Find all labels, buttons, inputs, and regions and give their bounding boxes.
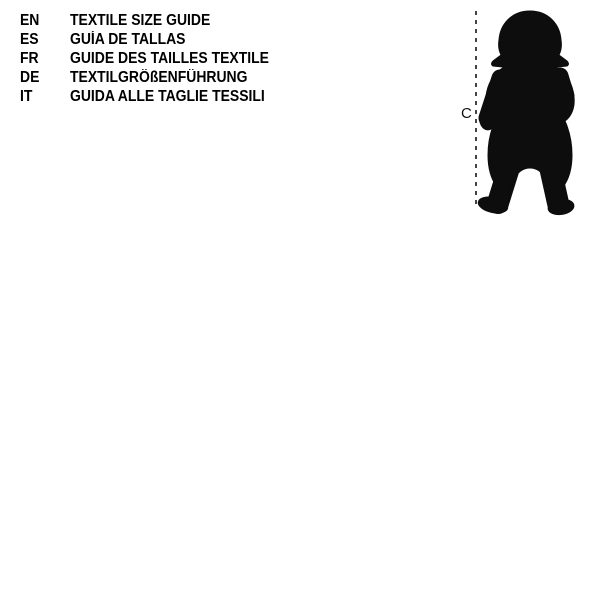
svg-text:C: C [461, 105, 472, 122]
